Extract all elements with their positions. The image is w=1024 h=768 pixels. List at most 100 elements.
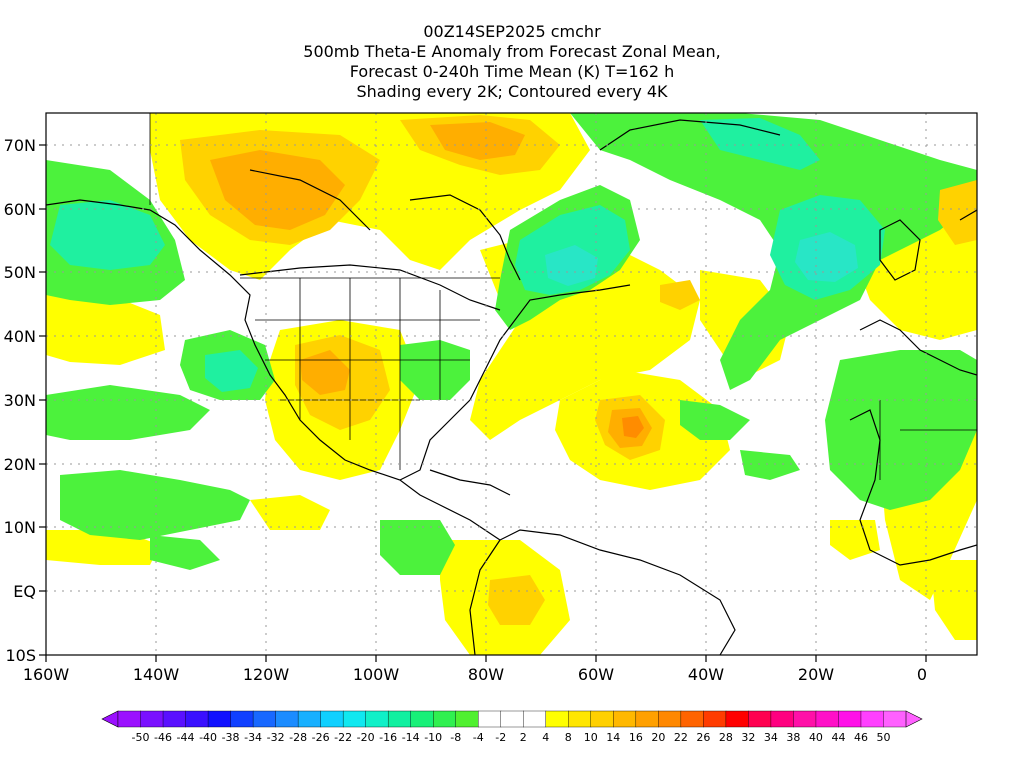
x-axis-labels: 160W 140W 120W 100W 80W 60W 40W 20W 0: [23, 665, 927, 684]
colorbar-swatch: [162, 710, 187, 728]
colorbar-label: 16: [629, 731, 643, 744]
x-tick-label: 60W: [578, 665, 614, 684]
colorbar-swatch: [770, 710, 794, 728]
colorbar-label: 40: [809, 731, 823, 744]
y-tick-label: 40N: [4, 327, 36, 346]
colorbar-label: -22: [334, 731, 352, 744]
colorbar-swatch: [793, 710, 817, 728]
colorbar-label: 44: [831, 731, 845, 744]
y-axis-labels: 70N 60N 50N 40N 30N 20N 10N EQ 10S: [4, 136, 36, 665]
colorbar-label: 32: [741, 731, 755, 744]
colorbar-swatch: [703, 710, 727, 728]
colorbar-label: -28: [289, 731, 307, 744]
colorbar-swatch: [838, 710, 862, 728]
colorbar-label: -46: [154, 731, 172, 744]
colorbar-label: -16: [379, 731, 397, 744]
title-line-4: Shading every 2K; Contoured every 4K: [356, 82, 668, 101]
colorbar: [101, 710, 923, 728]
colorbar-labels: -50 -46 -44 -40 -38 -34 -32 -28 -26 -22 -20 -16 -14-…: [132, 731, 891, 744]
colorbar-swatch: [590, 710, 614, 728]
colorbar-label: 28: [719, 731, 733, 744]
colorbar-swatch: [433, 710, 457, 728]
colorbar-swatch: [342, 710, 367, 728]
teal-shading: [50, 118, 885, 392]
colorbar-label: 20: [651, 731, 665, 744]
colorbar-swatch: [365, 710, 389, 728]
colorbar-swatch: [500, 710, 524, 728]
title-line-3: Forecast 0-240h Time Mean (K) T=162 h: [349, 62, 675, 81]
colorbar-label: 26: [696, 731, 710, 744]
colorbar-label: -4: [473, 731, 484, 744]
colorbar-label: -38: [222, 731, 240, 744]
colorbar-label: 2: [520, 731, 527, 744]
colorbar-swatch: [117, 710, 142, 728]
colorbar-swatch: [815, 710, 839, 728]
colorbar-swatch: [478, 710, 502, 728]
x-tick-label: 160W: [23, 665, 70, 684]
colorbar-label: 46: [854, 731, 868, 744]
colorbar-label: -20: [357, 731, 375, 744]
colorbar-label: 14: [606, 731, 620, 744]
cyan-shading: [545, 232, 858, 286]
colorbar-label: -2: [495, 731, 506, 744]
colorbar-swatch: [613, 710, 637, 728]
colorbar-swatch: [275, 710, 299, 728]
colorbar-swatch: [230, 710, 254, 728]
colorbar-label: -40: [199, 731, 217, 744]
colorbar-label: -32: [267, 731, 285, 744]
y-tick-label: 70N: [4, 136, 36, 155]
colorbar-swatch: [410, 710, 434, 728]
colorbar-swatch: [252, 710, 277, 728]
colorbar-label: -10: [424, 731, 442, 744]
coastlines: [46, 119, 977, 655]
colorbar-label: 10: [584, 731, 598, 744]
y-tick-label: 30N: [4, 391, 36, 410]
colorbar-label: 38: [786, 731, 800, 744]
tick-marks: [39, 144, 927, 662]
x-tick-label: 120W: [243, 665, 290, 684]
map-plot-area: [46, 113, 977, 655]
x-tick-label: 20W: [798, 665, 834, 684]
colorbar-label: -34: [244, 731, 262, 744]
colorbar-swatch: [680, 710, 704, 728]
x-tick-label: 40W: [688, 665, 724, 684]
y-tick-label: 10S: [5, 646, 36, 665]
title-line-2: 500mb Theta-E Anomaly from Forecast Zona…: [303, 42, 721, 61]
colorbar-swatch: [568, 710, 592, 728]
colorbar-label: 8: [565, 731, 572, 744]
plot-frame: [45, 112, 978, 656]
colorbar-label: 34: [764, 731, 778, 744]
colorbar-swatch: [523, 710, 547, 728]
colorbar-swatch: [140, 710, 164, 728]
colorbar-swatch: [455, 710, 479, 728]
y-tick-label: EQ: [13, 582, 36, 601]
chart-title: 00Z14SEP2025 cmchr 500mb Theta-E Anomaly…: [0, 22, 1024, 102]
colorbar-swatch: [725, 710, 749, 728]
x-tick-label: 100W: [353, 665, 400, 684]
x-tick-label: 140W: [133, 665, 180, 684]
y-tick-label: 10N: [4, 518, 36, 537]
colorbar-swatch: [545, 710, 569, 728]
colorbar-swatch: [207, 710, 232, 728]
colorbar-label: -8: [450, 731, 461, 744]
colorbar-swatch: [658, 710, 682, 728]
colorbar-swatch: [883, 710, 907, 728]
y-tick-label: 60N: [4, 200, 36, 219]
colorbar-swatch: [635, 710, 659, 728]
y-tick-label: 20N: [4, 455, 36, 474]
colorbar-swatch: [387, 710, 412, 728]
colorbar-label: 4: [542, 731, 549, 744]
colorbar-label: -14: [402, 731, 420, 744]
colorbar-arrow-right: [905, 710, 923, 728]
colorbar-swatch: [185, 710, 209, 728]
x-tick-label: 80W: [468, 665, 504, 684]
colorbar-label: -26: [312, 731, 330, 744]
colorbar-label: 50: [876, 731, 890, 744]
colorbar-label: -50: [132, 731, 150, 744]
title-line-1: 00Z14SEP2025 cmchr: [423, 22, 601, 41]
x-tick-label: 0: [917, 665, 927, 684]
colorbar-label: 22: [674, 731, 688, 744]
colorbar-swatch: [860, 710, 884, 728]
colorbar-arrow-left: [101, 710, 119, 728]
